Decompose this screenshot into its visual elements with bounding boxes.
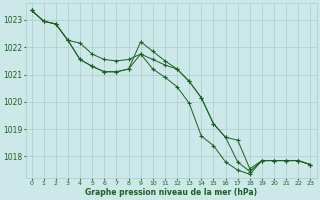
X-axis label: Graphe pression niveau de la mer (hPa): Graphe pression niveau de la mer (hPa) bbox=[85, 188, 257, 197]
